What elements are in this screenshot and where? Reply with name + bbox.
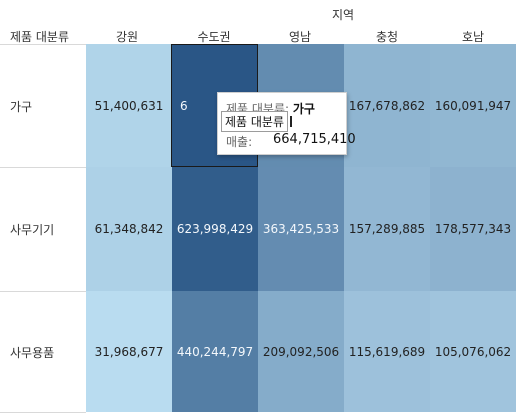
column-header-4: 호남 bbox=[461, 30, 485, 44]
tooltip-key-sales: 매출: bbox=[226, 135, 253, 149]
heatmap-cell[interactable]: 157,289,885 bbox=[344, 167, 430, 291]
row-label-1: 사무기기 bbox=[10, 223, 55, 237]
row-label-2: 사무용품 bbox=[10, 345, 55, 360]
heatmap-cell[interactable]: 178,577,343 bbox=[430, 167, 516, 291]
column-header-1: 수도권 bbox=[197, 30, 231, 44]
row-divider bbox=[0, 167, 86, 168]
row-divider bbox=[0, 412, 86, 413]
heatmap-cell[interactable]: 115,619,689 bbox=[344, 291, 430, 412]
row-divider bbox=[0, 291, 86, 292]
cell-value-label: 160,091,947 bbox=[434, 98, 512, 113]
column-header-0: 강원 bbox=[115, 30, 139, 44]
tooltip-val-sales: 664,715,410 bbox=[273, 132, 356, 147]
cell-value-label: 105,076,062 bbox=[434, 344, 512, 359]
cell-value-label: 51,400,631 bbox=[94, 98, 164, 113]
header-divider bbox=[0, 44, 86, 45]
cell-value-label: 167,678,862 bbox=[348, 98, 426, 113]
heatmap-cell[interactable]: 167,678,862 bbox=[344, 44, 430, 167]
cell-value-label: 115,619,689 bbox=[348, 344, 426, 359]
cell-value-label: 363,425,533 bbox=[262, 222, 340, 236]
tooltip-val-category: 가구 bbox=[292, 102, 315, 116]
cell-value-label: 61,348,842 bbox=[94, 222, 164, 236]
heatmap-cell[interactable]: 31,968,677 bbox=[86, 291, 172, 412]
tooltip-row-sales: 매출: 664,715,410 bbox=[226, 132, 356, 150]
cell-value-label: 623,998,429 bbox=[176, 222, 254, 236]
cell-value-label: 440,244,797 bbox=[176, 344, 254, 359]
row-header-title: 제품 대분류 bbox=[10, 30, 70, 44]
cell-value-label: 178,577,343 bbox=[434, 222, 512, 236]
heatmap-cell[interactable]: 105,076,062 bbox=[430, 291, 516, 412]
column-header-2: 영남 bbox=[288, 30, 312, 44]
heatmap-cell[interactable]: 363,425,533 bbox=[258, 167, 344, 291]
cell-value-label: 6 bbox=[180, 98, 188, 113]
cell-value-label: 157,289,885 bbox=[348, 222, 426, 236]
cell-value-label: 31,968,677 bbox=[94, 344, 164, 359]
heatmap-cell[interactable]: 51,400,631 bbox=[86, 44, 172, 167]
heatmap-cell[interactable]: 623,998,429 bbox=[172, 167, 258, 291]
heatmap-cell[interactable]: 160,091,947 bbox=[430, 44, 516, 167]
row-label-0: 가구 bbox=[10, 99, 33, 114]
heatmap-cell[interactable]: 209,092,506 bbox=[258, 291, 344, 412]
heatmap-cell[interactable]: 440,244,797 bbox=[172, 291, 258, 412]
column-header-3: 충청 bbox=[375, 30, 399, 44]
cell-value-label: 209,092,506 bbox=[262, 344, 340, 359]
field-popup-label[interactable]: 제품 대분류 bbox=[221, 111, 293, 132]
heatmap-cell[interactable]: 61,348,842 bbox=[86, 167, 172, 291]
